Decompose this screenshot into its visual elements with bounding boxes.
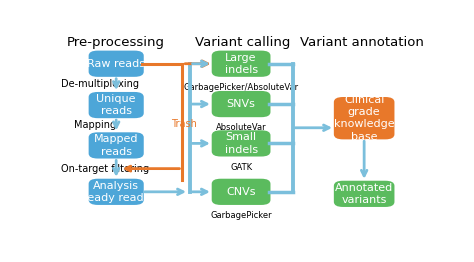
Text: GarbagePicker/AbsoluteVar: GarbagePicker/AbsoluteVar [183, 83, 299, 92]
Text: Pre-processing: Pre-processing [67, 36, 165, 50]
Text: CNVs: CNVs [227, 187, 256, 197]
FancyBboxPatch shape [89, 179, 144, 205]
Text: Variant calling: Variant calling [195, 36, 291, 50]
Text: Unique
reads: Unique reads [96, 94, 136, 116]
FancyBboxPatch shape [89, 92, 144, 118]
FancyBboxPatch shape [212, 91, 271, 117]
Text: Small
indels: Small indels [225, 132, 258, 155]
Text: GarbagePicker: GarbagePicker [210, 211, 272, 220]
Text: GATK: GATK [230, 162, 252, 172]
Text: Clinical
grade
knowledge
base: Clinical grade knowledge base [334, 95, 394, 142]
Text: Trash: Trash [171, 119, 197, 129]
Text: Large
indels: Large indels [225, 52, 258, 75]
Text: On-target filtering: On-target filtering [61, 164, 149, 174]
Text: Mapping: Mapping [74, 120, 116, 130]
Text: De-multiplexing: De-multiplexing [61, 79, 139, 89]
Text: Analysis
ready reads: Analysis ready reads [83, 181, 149, 203]
Text: Raw reads: Raw reads [87, 59, 145, 69]
Text: AbsoluteVar: AbsoluteVar [216, 123, 266, 132]
FancyBboxPatch shape [212, 130, 271, 156]
Text: Variant annotation: Variant annotation [301, 36, 424, 50]
FancyBboxPatch shape [212, 51, 271, 77]
FancyBboxPatch shape [334, 181, 394, 207]
Text: SNVs: SNVs [227, 99, 255, 109]
Text: Mapped
reads: Mapped reads [94, 134, 138, 157]
FancyBboxPatch shape [89, 132, 144, 159]
FancyBboxPatch shape [89, 51, 144, 77]
FancyBboxPatch shape [334, 97, 394, 139]
Text: Annotated
variants: Annotated variants [335, 183, 393, 205]
FancyBboxPatch shape [212, 179, 271, 205]
